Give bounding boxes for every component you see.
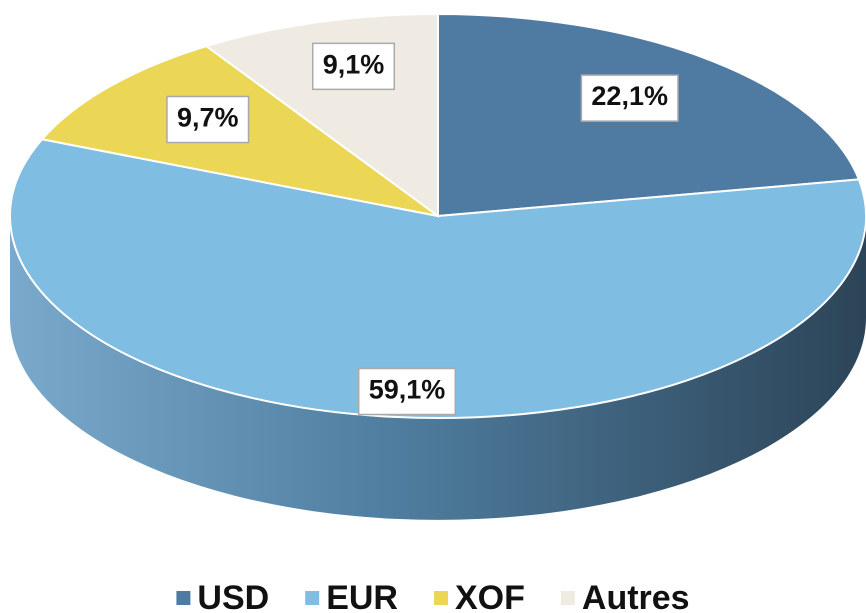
legend-label: USD <box>197 579 269 613</box>
data-label-text: 9,1% <box>323 49 385 79</box>
data-label-box <box>580 74 679 122</box>
data-label-text: 9,7% <box>177 103 239 133</box>
data-label-box <box>166 95 250 144</box>
data-label-box <box>311 42 396 91</box>
data-label-box <box>357 367 457 416</box>
pie-side <box>10 216 866 520</box>
legend-swatch <box>560 591 575 605</box>
data-label-text: 59,1% <box>369 375 446 405</box>
data-label: 9,7% <box>166 95 250 144</box>
legend-label: XOF <box>455 579 525 613</box>
data-label: 22,1% <box>580 74 679 122</box>
data-label: 59,1% <box>357 367 457 416</box>
legend-label: Autres <box>582 579 690 613</box>
legend-swatch <box>305 591 320 605</box>
legend: USD EUR XOF Autres <box>176 579 690 613</box>
pie-slice <box>9 138 866 419</box>
legend-label: EUR <box>326 579 398 613</box>
data-label: 9,1% <box>311 42 396 91</box>
legend-swatch <box>433 591 448 605</box>
data-label-text: 22,1% <box>591 81 668 111</box>
legend-swatch <box>176 591 191 605</box>
